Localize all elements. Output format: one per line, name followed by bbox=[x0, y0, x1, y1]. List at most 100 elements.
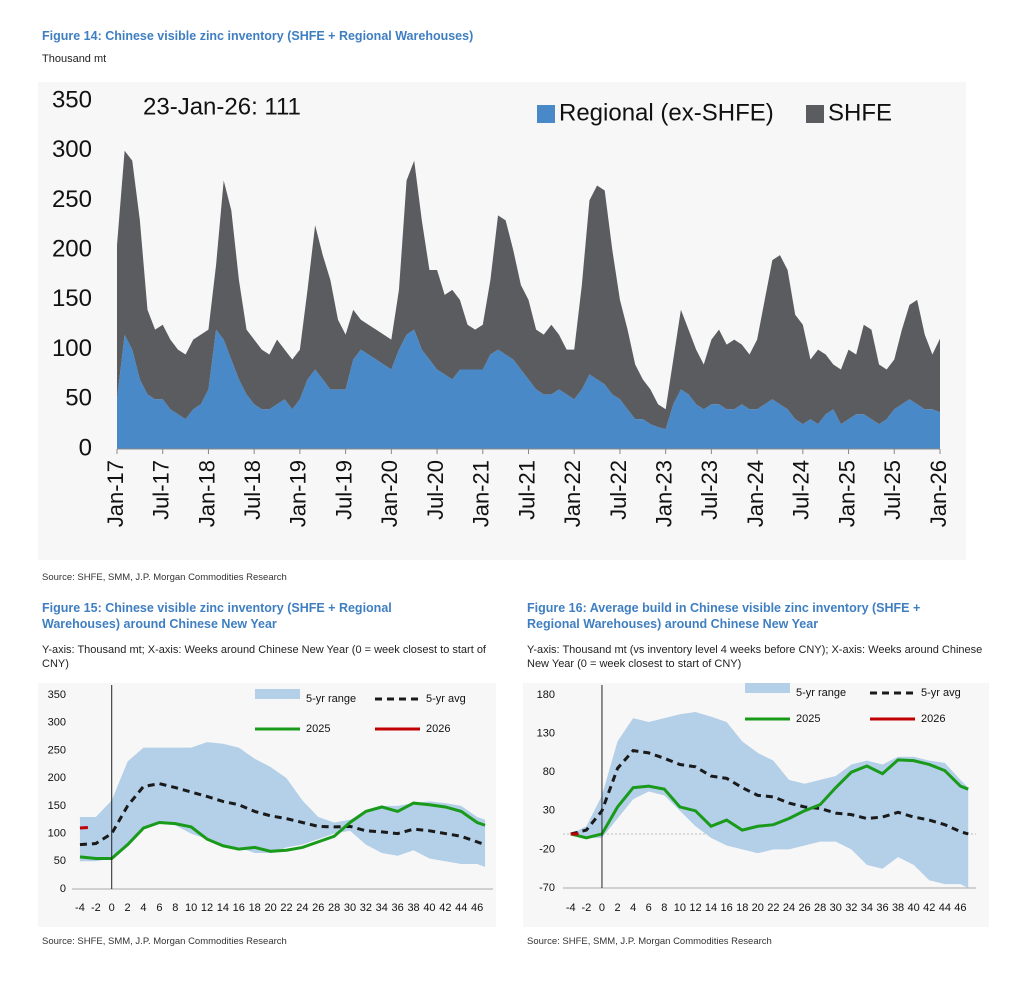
x-tick-label: 44 bbox=[939, 902, 951, 914]
y-tick-label: 0 bbox=[60, 883, 66, 895]
x-tick-label: 32 bbox=[360, 902, 372, 914]
x-tick-label: 26 bbox=[312, 902, 324, 914]
x-tick-label: Jan-24 bbox=[743, 460, 768, 527]
chart-title: Figure 14: Chinese visible zinc inventor… bbox=[42, 29, 474, 43]
x-tick-label: 34 bbox=[861, 902, 873, 914]
legend-swatch bbox=[255, 689, 300, 699]
series-line bbox=[79, 801, 486, 861]
x-tick-label: 18 bbox=[249, 902, 261, 914]
x-tick-label: Jan-17 bbox=[103, 460, 128, 527]
x-tick-label: 32 bbox=[845, 902, 857, 914]
x-tick-label: 42 bbox=[439, 902, 451, 914]
chart-source: Source: SHFE, SMM, J.P. Morgan Commoditi… bbox=[527, 936, 772, 947]
x-tick-label: 2 bbox=[125, 902, 131, 914]
y-tick-label: 250 bbox=[52, 186, 92, 213]
x-tick-label: Jul-25 bbox=[880, 460, 905, 520]
x-tick-label: 34 bbox=[376, 902, 388, 914]
x-tick-label: 28 bbox=[814, 902, 826, 914]
y-tick-label: 30 bbox=[543, 805, 555, 817]
y-tick-label: 100 bbox=[52, 335, 92, 362]
x-tick-label: 8 bbox=[661, 902, 667, 914]
legend-label: 2025 bbox=[306, 723, 330, 735]
y-tick-label: 350 bbox=[52, 86, 92, 113]
x-tick-label: Jul-18 bbox=[240, 460, 265, 520]
chart-subtitle: Thousand mt bbox=[42, 53, 107, 65]
x-tick-label: 30 bbox=[344, 902, 356, 914]
x-tick-label: -2 bbox=[91, 902, 101, 914]
legend-swatch bbox=[745, 683, 790, 693]
x-tick-label: 14 bbox=[217, 902, 229, 914]
y-tick-label: 250 bbox=[48, 744, 66, 756]
x-tick-label: 0 bbox=[109, 902, 115, 914]
x-tick-label: Jul-19 bbox=[331, 460, 356, 520]
x-tick-label: 24 bbox=[783, 902, 795, 914]
legend-label: 2026 bbox=[426, 723, 450, 735]
x-tick-label: Jul-21 bbox=[514, 460, 539, 520]
x-tick-label: 8 bbox=[172, 902, 178, 914]
x-tick-label: 12 bbox=[689, 902, 701, 914]
x-tick-label: Jan-20 bbox=[377, 460, 402, 527]
x-tick-label: 38 bbox=[407, 902, 419, 914]
series-line bbox=[79, 782, 486, 847]
chart-subtitle: Y-axis: Thousand mt (vs inventory level … bbox=[527, 644, 983, 670]
chart-source: Source: SHFE, SMM, J.P. Morgan Commoditi… bbox=[42, 936, 287, 947]
x-tick-label: 10 bbox=[674, 902, 686, 914]
x-tick-label: Jan-26 bbox=[926, 460, 951, 527]
x-tick-label: Jan-25 bbox=[834, 460, 859, 527]
x-tick-label: -4 bbox=[75, 902, 85, 914]
x-tick-label: Jan-21 bbox=[469, 460, 494, 527]
y-tick-label: 200 bbox=[48, 772, 66, 784]
chart-subtitle: Y-axis: Thousand mt; X-axis: Weeks aroun… bbox=[42, 644, 486, 670]
annotation: 23-Jan-26: 111 bbox=[143, 93, 301, 120]
series-line bbox=[570, 748, 969, 836]
legend-label: SHFE bbox=[828, 99, 892, 126]
x-tick-label: 42 bbox=[923, 902, 935, 914]
x-tick-label: Jul-17 bbox=[149, 460, 174, 520]
y-tick-label: 300 bbox=[48, 717, 66, 729]
legend-label: 5-yr range bbox=[796, 687, 846, 699]
y-tick-label: 50 bbox=[54, 855, 66, 867]
y-tick-label: 150 bbox=[48, 800, 66, 812]
x-tick-label: -2 bbox=[581, 902, 591, 914]
x-tick-label: 28 bbox=[328, 902, 340, 914]
x-tick-label: 14 bbox=[705, 902, 717, 914]
area bbox=[117, 329, 940, 449]
x-tick-label: 18 bbox=[736, 902, 748, 914]
y-tick-label: 100 bbox=[48, 827, 66, 839]
x-tick-label: 22 bbox=[280, 902, 292, 914]
y-tick-label: 0 bbox=[79, 434, 92, 461]
x-tick-label: 6 bbox=[646, 902, 652, 914]
x-tick-label: 4 bbox=[630, 902, 636, 914]
x-tick-label: 20 bbox=[752, 902, 764, 914]
series-line bbox=[79, 825, 88, 830]
legend-label: 2026 bbox=[921, 713, 945, 725]
x-tick-label: 6 bbox=[156, 902, 162, 914]
x-tick-label: 36 bbox=[392, 902, 404, 914]
x-tick-label: 44 bbox=[455, 902, 467, 914]
x-tick-label: 10 bbox=[185, 902, 197, 914]
y-tick-label: 80 bbox=[543, 766, 555, 778]
legend-label: 5-yr avg bbox=[921, 687, 961, 699]
x-tick-label: 38 bbox=[892, 902, 904, 914]
chart-title: Figure 16: Average build in Chinese visi… bbox=[527, 601, 921, 631]
x-tick-label: -4 bbox=[566, 902, 576, 914]
x-tick-label: 40 bbox=[908, 902, 920, 914]
x-tick-label: Jul-20 bbox=[423, 460, 448, 520]
y-tick-label: 130 bbox=[537, 728, 555, 740]
y-tick-label: 150 bbox=[52, 285, 92, 312]
x-tick-label: 4 bbox=[140, 902, 146, 914]
x-tick-label: 46 bbox=[471, 902, 483, 914]
range-band bbox=[79, 742, 486, 867]
x-tick-label: Jul-22 bbox=[606, 460, 631, 520]
area bbox=[117, 150, 940, 430]
series-line bbox=[570, 758, 969, 840]
chart-source: Source: SHFE, SMM, J.P. Morgan Commoditi… bbox=[42, 572, 287, 583]
y-tick-label: 200 bbox=[52, 235, 92, 262]
x-tick-label: 16 bbox=[721, 902, 733, 914]
x-tick-label: 36 bbox=[876, 902, 888, 914]
x-tick-label: 22 bbox=[767, 902, 779, 914]
y-tick-label: 180 bbox=[537, 689, 555, 701]
x-tick-label: Jul-23 bbox=[697, 460, 722, 520]
y-tick-label: 350 bbox=[48, 689, 66, 701]
